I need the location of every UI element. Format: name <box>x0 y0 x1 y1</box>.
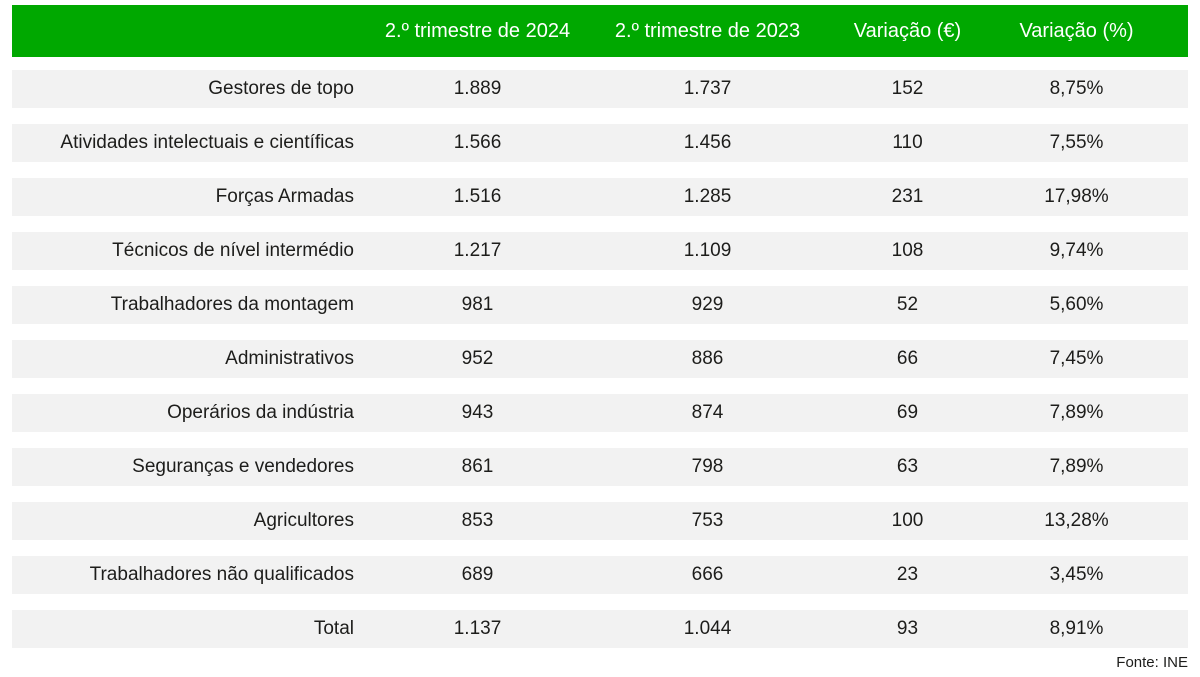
value-q2-2023: 666 <box>691 564 724 585</box>
table-row: Administrativos 952 886 66 7,45% <box>12 340 1188 378</box>
value-q2-2024: 1.137 <box>453 618 502 639</box>
row-label: Agricultores <box>253 510 354 531</box>
header-cell-empty <box>12 5 360 57</box>
value-q2-2024: 853 <box>461 510 494 531</box>
value-variation-eur: 152 <box>891 78 924 99</box>
row-label: Administrativos <box>225 348 354 369</box>
table-row: Operários da indústria 943 874 69 7,89% <box>12 394 1188 432</box>
value-q2-2024: 1.889 <box>453 78 502 99</box>
table-row: Gestores de topo 1.889 1.737 152 8,75% <box>12 70 1188 108</box>
table-row: Atividades intelectuais e científicas 1.5… <box>12 124 1188 162</box>
row-label: Total <box>313 618 354 639</box>
table-row: Técnicos de nível intermédio 1.217 1.109 10… <box>12 232 1188 270</box>
row-label: Gestores de topo <box>208 78 354 99</box>
table-row: Total 1.137 1.044 93 8,91% <box>12 610 1188 648</box>
value-variation-eur: 110 <box>892 132 923 153</box>
row-label: Trabalhadores não qualificados <box>89 564 354 585</box>
table-row: Seguranças e vendedores 861 798 63 7,89% <box>12 448 1188 486</box>
value-q2-2024: 1.516 <box>453 186 502 207</box>
value-q2-2023: 1.044 <box>683 618 732 639</box>
value-q2-2024: 943 <box>461 402 494 423</box>
value-variation-eur: 23 <box>896 564 919 585</box>
value-variation-pct: 5,60% <box>1049 294 1104 315</box>
row-label: Forças Armadas <box>215 186 354 207</box>
value-q2-2024: 861 <box>461 456 494 477</box>
value-variation-eur: 108 <box>891 240 924 261</box>
table-row: Trabalhadores não qualificados 689 666 23 3,… <box>12 556 1188 594</box>
value-q2-2024: 1.566 <box>453 132 502 153</box>
row-label: Atividades intelectuais e científicas <box>60 132 354 153</box>
value-variation-pct: 9,74% <box>1049 240 1104 261</box>
value-q2-2023: 1.109 <box>683 240 732 261</box>
value-variation-eur: 231 <box>891 186 924 207</box>
header-cell-variation-eur: Variação (€) <box>853 19 962 42</box>
value-variation-eur: 66 <box>896 348 919 369</box>
row-label: Técnicos de nível intermédio <box>112 240 354 261</box>
header-cell-variation-pct: Variação (%) <box>1019 19 1134 42</box>
value-q2-2024: 1.217 <box>453 240 502 261</box>
row-label: Operários da indústria <box>167 402 354 423</box>
value-q2-2023: 798 <box>691 456 724 477</box>
value-variation-pct: 7,55% <box>1049 132 1104 153</box>
table-row: Trabalhadores da montagem 981 929 52 5,60% <box>12 286 1188 324</box>
header-cell-q2-2023: 2.º trimestre de 2023 <box>614 19 801 42</box>
value-variation-eur: 69 <box>896 402 919 423</box>
value-q2-2024: 952 <box>461 348 494 369</box>
value-q2-2024: 689 <box>461 564 494 585</box>
table-header-row: 2.º trimestre de 2024 2.º trimestre de 2… <box>12 5 1188 57</box>
value-q2-2023: 874 <box>691 402 724 423</box>
value-variation-eur: 100 <box>891 510 924 531</box>
value-variation-pct: 8,91% <box>1049 618 1104 639</box>
value-variation-pct: 7,89% <box>1049 456 1104 477</box>
value-variation-pct: 8,75% <box>1049 78 1104 99</box>
value-variation-pct: 13,28% <box>1044 510 1109 531</box>
header-cell-q2-2024: 2.º trimestre de 2024 <box>384 19 571 42</box>
value-variation-pct: 7,45% <box>1049 348 1104 369</box>
value-q2-2023: 1.285 <box>683 186 732 207</box>
value-variation-eur: 93 <box>896 618 919 639</box>
value-q2-2023: 753 <box>691 510 724 531</box>
value-variation-eur: 63 <box>896 456 919 477</box>
value-variation-eur: 52 <box>896 294 919 315</box>
value-q2-2023: 929 <box>691 294 724 315</box>
value-q2-2023: 886 <box>691 348 724 369</box>
row-label: Seguranças e vendedores <box>132 456 354 477</box>
value-variation-pct: 17,98% <box>1044 186 1109 207</box>
value-q2-2023: 1.737 <box>683 78 732 99</box>
value-variation-pct: 3,45% <box>1049 564 1104 585</box>
table-body: Gestores de topo 1.889 1.737 152 8,75% Ativid… <box>12 70 1188 648</box>
table-row: Agricultores 853 753 100 13,28% <box>12 502 1188 540</box>
value-q2-2023: 1.456 <box>683 132 732 153</box>
value-q2-2024: 981 <box>461 294 494 315</box>
source-note: Fonte: INE <box>1116 654 1188 671</box>
row-label: Trabalhadores da montagem <box>110 294 354 315</box>
table-row: Forças Armadas 1.516 1.285 231 17,98% <box>12 178 1188 216</box>
value-variation-pct: 7,89% <box>1049 402 1104 423</box>
